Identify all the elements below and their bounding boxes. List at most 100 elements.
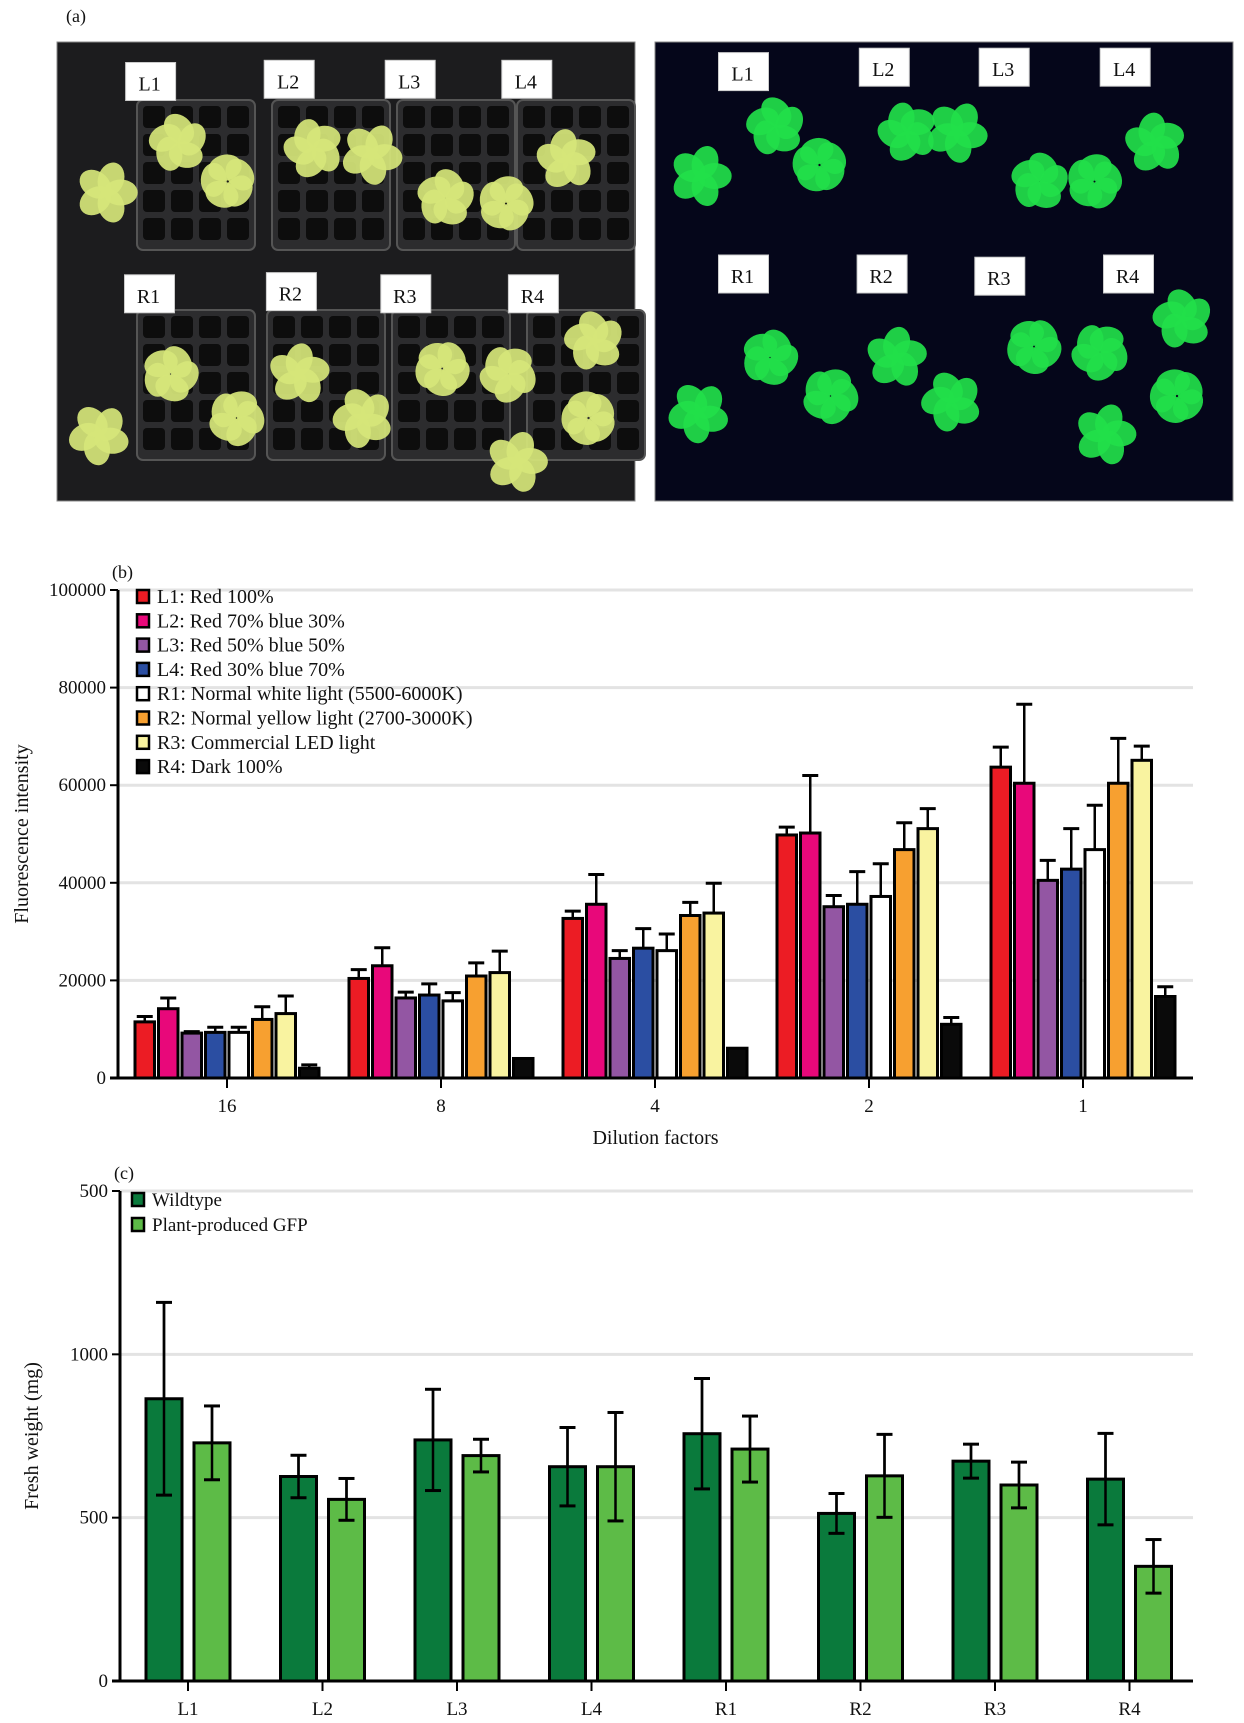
plant	[1152, 289, 1211, 348]
leaf	[694, 405, 728, 432]
bar	[1013, 781, 1036, 1080]
plant	[1007, 320, 1062, 375]
plant	[1078, 404, 1137, 465]
tray-cell	[227, 106, 249, 128]
legend-label: L2: Red 70% blue 30%	[157, 610, 345, 632]
leaf	[1097, 430, 1125, 465]
y-axis-label: Fresh weight (mg)	[21, 1362, 43, 1510]
plant-label-box	[978, 47, 1030, 87]
plant	[209, 391, 265, 447]
bar	[251, 1017, 274, 1080]
y-tick-label: 500	[80, 1181, 109, 1202]
legend-label: R2: Normal yellow light (2700-3000K)	[157, 708, 473, 730]
plant-label-box	[718, 254, 769, 294]
tray-cell	[143, 190, 165, 212]
bar	[418, 993, 441, 1080]
legend-label: L1: Red 100%	[157, 586, 274, 608]
bar	[327, 1497, 366, 1683]
tray-cell	[579, 190, 601, 212]
leaf	[508, 359, 536, 393]
plant	[489, 431, 548, 492]
plant-label: R2	[279, 284, 302, 306]
tray-cell	[329, 372, 351, 394]
tray-cell	[551, 106, 573, 128]
bar	[512, 1056, 535, 1080]
tray-cell	[362, 190, 384, 212]
plant-label: R3	[393, 286, 416, 308]
photo-uv-fluorescence: L1 L2 L3 L4 R1 R2 R3 R4	[654, 41, 1234, 502]
legend-label: L3: Red 50% blue 50%	[157, 635, 345, 657]
plant	[417, 169, 474, 225]
tray-cell	[143, 400, 165, 422]
tray-cell	[171, 218, 193, 240]
plant-label-box	[507, 274, 559, 314]
tray-cell	[403, 106, 425, 128]
plant-label-box	[858, 47, 910, 87]
bar	[180, 1031, 203, 1080]
bar	[274, 1012, 297, 1080]
tray-cell	[329, 344, 351, 366]
tray-cell	[579, 106, 601, 128]
tray-cell	[459, 162, 481, 184]
legend-swatch	[135, 613, 151, 629]
bar	[279, 1475, 318, 1683]
bar	[989, 765, 1012, 1080]
bar	[817, 1511, 856, 1683]
bar	[371, 964, 394, 1080]
plant	[746, 97, 804, 155]
plant	[743, 329, 799, 385]
leaf	[561, 400, 588, 435]
tray-cell	[227, 372, 249, 394]
leaf	[223, 175, 253, 207]
tray-cell	[199, 316, 221, 338]
tray-cell	[459, 134, 481, 156]
plant-label-box	[974, 256, 1026, 296]
tray-cell	[357, 372, 379, 394]
legend-swatch	[135, 734, 151, 751]
bar	[822, 905, 845, 1080]
plant-label-box	[263, 59, 315, 99]
legend-label: L4: Red 30% blue 70%	[157, 659, 345, 681]
x-tick-label: 1	[1078, 1096, 1088, 1117]
bar	[488, 971, 511, 1080]
x-tick-label: 8	[436, 1096, 446, 1117]
tray-cell	[171, 400, 193, 422]
plant	[877, 102, 935, 161]
plant	[200, 154, 255, 208]
tray-cell	[617, 372, 639, 394]
x-tick-label: L3	[446, 1699, 467, 1720]
tray-cell	[301, 400, 323, 422]
bar	[465, 974, 488, 1080]
tray-cell	[617, 316, 639, 338]
x-tick-label: L2	[312, 1699, 333, 1720]
leaf	[561, 139, 596, 166]
leaf	[928, 123, 961, 152]
bar	[1036, 878, 1059, 1080]
tray-cell	[357, 316, 379, 338]
bar	[227, 1030, 250, 1080]
panel-label: (c)	[114, 1163, 134, 1184]
plant-label-box	[124, 274, 175, 314]
tray-cell	[533, 344, 555, 366]
tray-cell	[273, 428, 295, 450]
legend-swatch	[135, 758, 151, 775]
tray-cell	[403, 218, 425, 240]
legend-swatch	[135, 588, 151, 605]
y-tick-label: 500	[80, 1508, 109, 1529]
leaf	[1150, 122, 1185, 149]
bar	[192, 1441, 232, 1683]
leaf	[933, 372, 963, 404]
plant	[148, 113, 206, 171]
x-axis-label: Dilution factors	[592, 1127, 718, 1149]
leaf	[1161, 313, 1188, 348]
tray-cell	[143, 428, 165, 450]
x-tick-label: R1	[715, 1699, 737, 1720]
leaf	[344, 389, 375, 420]
tray-cell	[143, 162, 165, 184]
y-tick-label: 40000	[59, 873, 107, 894]
bar	[1060, 867, 1083, 1080]
tray-cell	[617, 428, 639, 450]
tray-cell	[454, 428, 476, 450]
leaf	[1100, 337, 1128, 371]
